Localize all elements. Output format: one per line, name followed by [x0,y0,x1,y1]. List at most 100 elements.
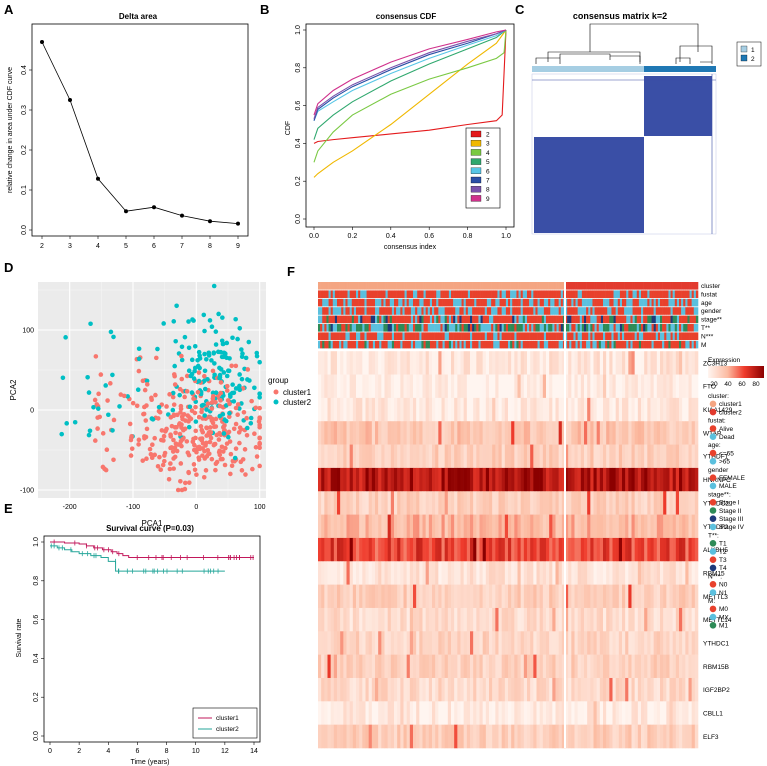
panel-f-heat-cell [482,351,487,375]
panel-d-point [136,356,142,362]
panel-f-heat-cell [612,351,616,375]
panel-f-annot-cell [611,340,614,349]
panel-f-annot-cell [436,340,439,349]
panel-f-annot-cell [687,307,690,315]
panel-f-annot-cell [645,324,648,332]
panel-f-heat-cell [330,607,335,632]
panel-f-heat-cell [634,631,639,655]
panel-f-heat-cell [568,561,572,585]
panel-f-annot-cell [683,315,686,324]
panel-d-point [179,357,185,363]
panel-f-heat-cell [409,607,414,632]
panel-f-annot-cell [645,298,648,307]
panel-f-heat-cell [365,537,369,562]
panel-f-annot-cell [662,315,665,324]
panel-f-heat-cell [504,631,509,655]
panel-f-heat-cell [343,631,347,655]
panel-f-heat-cell [416,421,420,445]
panel-f-annot-cell [489,332,492,340]
panel-f-annot-cell [417,324,420,332]
panel-f-heat-cell [663,444,667,469]
panel-f-heat-cell [476,537,480,562]
panel-f-heat-cell [318,421,322,445]
panel-d-point [245,367,251,372]
panel-f-annot-cell [455,340,458,349]
panel-f-heat-cell [622,491,626,515]
panel-f-heat-cell [675,467,680,492]
panel-c-legend-label: 2 [751,56,755,63]
panel-f-annot-cell [478,324,481,332]
panel-d-point [207,429,212,435]
panel-c-legend-swatch [740,45,748,53]
panel-f-annot-cell [565,340,568,349]
panel-f-heat-cell [650,701,654,725]
panel-f-heat-cell [596,677,601,702]
panel-f-heat-cell [381,467,385,492]
panel-f-heat-cell [457,724,461,749]
panel-f-legend-label: T3 [719,557,727,564]
panel-f-heat-cell [501,374,506,399]
panel-f-annot-cell [387,298,391,307]
panel-d-legend-label: cluster1 [283,388,312,397]
panel-f-annot-cell [531,298,534,307]
panel-f-annot-cell [516,315,519,324]
panel-f-annot-cell [577,282,581,290]
panel-f-heat-cell [587,351,591,375]
panel-f-heat-cell [403,607,407,632]
panel-f-heat-cell [378,421,382,445]
panel-d-point [168,461,173,466]
panel-f-heat-cell [682,421,686,445]
panel-f-heat-cell [580,677,585,702]
panel-f-heat-cell [660,654,664,679]
panel-f-heat-cell [451,467,455,492]
panel-f-heat-cell [333,584,338,609]
panel-f-heat-cell [574,584,578,609]
panel-f-annot-cell [465,290,469,298]
panel-f-annot-cell [609,340,612,349]
panel-f-heat-cell [394,351,398,375]
panel-f-annot-cell [391,290,395,298]
panel-f-annot-cell [491,332,494,340]
panel-f-annot-cell [322,290,325,298]
panel-f-annot-cell [451,282,454,290]
panel-d-point [196,349,202,355]
panel-f-annot-cell [634,307,638,315]
panel-f-heat-cell [362,351,366,375]
panel-f-annot-cell [415,340,418,349]
panel-f-heat-cell [485,654,490,679]
panel-f-annot-cell [567,340,570,349]
panel-f-annot-cell [662,324,665,332]
panel-f-annot-cell [613,324,616,332]
panel-f-heat-cell [552,701,556,725]
panel-f-annot-cell [484,324,488,332]
panel-f-annot-cell [451,315,454,324]
panel-f-heat-cell [444,374,449,399]
panel-f-heat-cell [470,397,474,422]
panel-f-heat-cell [523,701,528,725]
panel-f-legend-dot [709,523,717,531]
panel-f-heat-cell [362,584,366,609]
panel-f-heat-cell [596,514,601,539]
panel-f-heat-cell [527,514,531,539]
panel-f-heat-cell [428,444,433,469]
panel-f-heat-cell [333,607,338,632]
panel-f-annot-cell [571,307,574,315]
panel-f-annot-cell [470,290,473,298]
panel-a-point [124,209,128,214]
panel-f-heat-cell [691,537,696,562]
panel-d-point [156,404,162,410]
panel-f-heat-cell [403,701,407,725]
panel-f-heat-cell [397,444,401,469]
panel-f-annot-cell [613,307,616,315]
panel-f-annot-cell [674,340,678,349]
panel-f-heat-cell [631,561,635,585]
panel-f-heat-cell [485,701,490,725]
panel-f-heat-cell [542,701,547,725]
panel-f-annot-cell [379,290,382,298]
panel-f-heat-cell [656,467,661,492]
panel-f-annot-cell [577,298,581,307]
panel-f-heat-cell [523,444,528,469]
panel-f-annot-cell [600,332,604,340]
panel-f-heat-cell [384,537,388,562]
panel-f-heat-cell [419,724,423,749]
